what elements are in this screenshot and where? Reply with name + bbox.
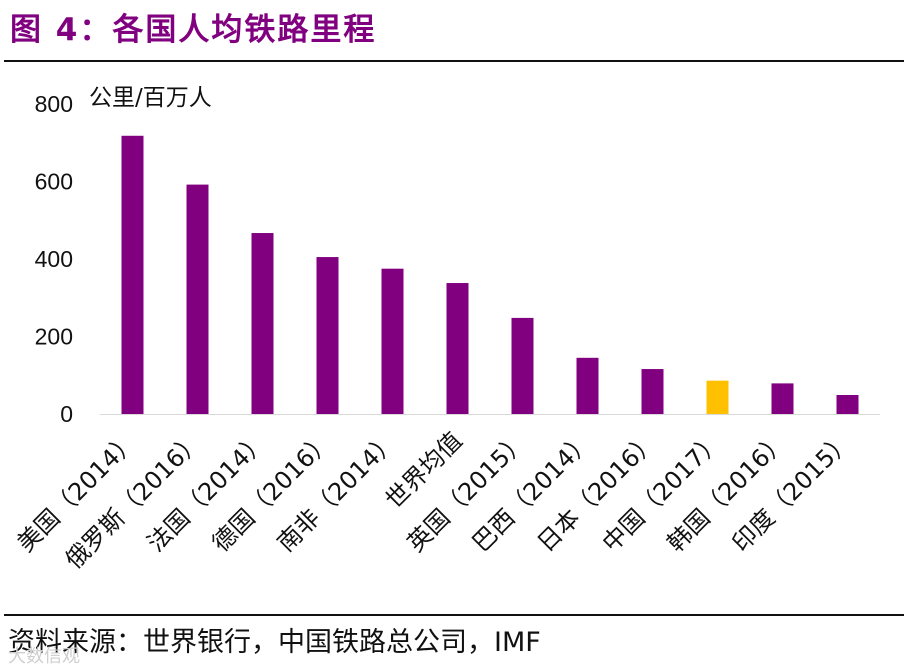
source-note: 资料来源：世界银行，中国铁路总公司，IMF — [8, 627, 541, 658]
bottom-divider — [4, 614, 904, 616]
y-tick-label: 400 — [35, 246, 73, 272]
bar-chart: 0 200 400 600 800 公里/百万人 美国（2014）俄罗斯（2016）法国… — [12, 85, 880, 574]
y-tick-label: 800 — [35, 91, 73, 117]
bar-7 — [511, 317, 534, 414]
bar-5 — [381, 268, 404, 414]
bar-10 — [706, 380, 729, 414]
bar-8 — [576, 357, 599, 414]
bar-12 — [836, 395, 859, 414]
bars-group — [121, 135, 859, 414]
bar-4 — [316, 257, 339, 414]
bar-2 — [186, 184, 209, 414]
y-tick-label: 200 — [35, 324, 73, 350]
x-axis-labels: 美国（2014）俄罗斯（2016）法国（2014）德国（2016）南非（2014… — [12, 426, 858, 574]
bar-9 — [641, 369, 664, 414]
bar-3 — [251, 233, 274, 414]
figure-title: 图 4：各国人均铁路里程 — [10, 12, 377, 48]
y-tick-label: 0 — [60, 401, 73, 427]
bar-1 — [121, 135, 144, 414]
y-axis-unit-label: 公里/百万人 — [89, 85, 212, 111]
top-divider — [4, 60, 904, 62]
y-axis-ticks: 0 200 400 600 800 — [35, 91, 73, 427]
bar-11 — [771, 383, 794, 414]
bar-6 — [446, 283, 469, 414]
y-tick-label: 600 — [35, 169, 73, 195]
watermark: 大数信观 — [8, 646, 80, 667]
